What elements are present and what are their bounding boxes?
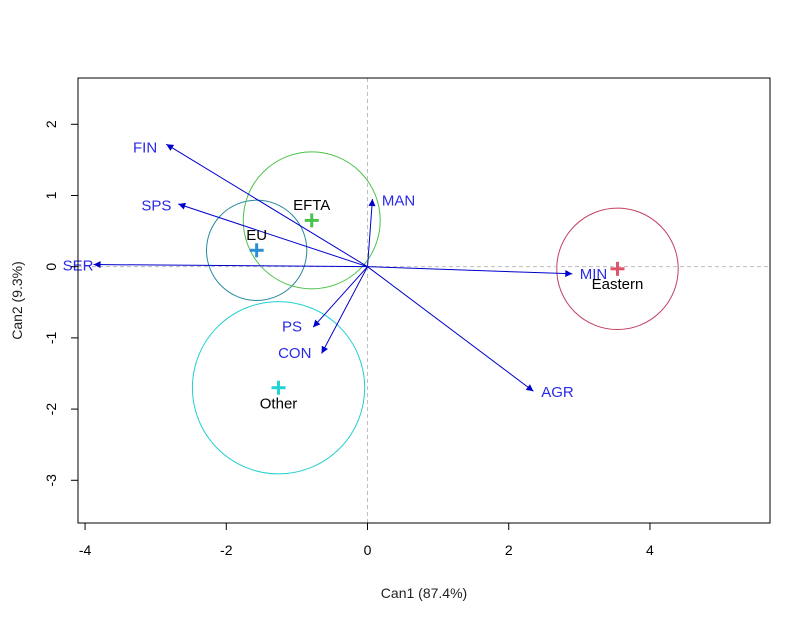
vector-label-con: CON [278, 345, 311, 362]
y-axis: -3 -2 -1 0 1 2 [43, 120, 78, 487]
y-axis-title: Can2 (9.3%) [9, 261, 25, 340]
vector-arrow-min [367, 266, 573, 278]
vector-arrow-con [321, 266, 368, 354]
x-tick-label: 2 [505, 542, 513, 558]
y-tick-label: -3 [43, 474, 59, 487]
x-tick-label: 0 [364, 542, 372, 558]
group-circle-other [191, 301, 366, 475]
reference-lines [78, 78, 770, 523]
x-axis: -4 -2 0 2 4 [79, 523, 654, 558]
y-tick-label: 2 [43, 120, 59, 128]
group-circles [191, 151, 679, 475]
group-circle-eastern [556, 207, 679, 331]
vector-label-fin: FIN [133, 139, 157, 156]
y-tick-label: -1 [43, 331, 59, 344]
vector-label-man: MAN [382, 193, 415, 210]
x-tick-label: 4 [646, 542, 654, 558]
vector-arrow-sps [178, 202, 368, 268]
x-tick-label: -2 [220, 542, 233, 558]
y-tick-label: -2 [43, 403, 59, 416]
vector-arrow-ser [93, 261, 368, 269]
group-circle-efta [242, 151, 381, 290]
group-label-other: Other [260, 396, 298, 413]
y-tick-label: 1 [43, 191, 59, 199]
x-axis-title: Can1 (87.4%) [381, 585, 467, 601]
group-label-eastern: Eastern [592, 276, 644, 293]
y-tick-label: 0 [43, 263, 59, 271]
vector-arrow-fin [166, 143, 368, 268]
vector-label-ps: PS [282, 319, 302, 336]
vector-arrow-man [367, 199, 376, 267]
group-circle-eu [206, 199, 308, 301]
vector-label-sps: SPS [141, 198, 171, 215]
vector-arrow-ps [312, 266, 368, 328]
group-label-efta: EFTA [293, 197, 330, 214]
group-label-eu: EU [246, 227, 267, 244]
plot-frame [77, 77, 771, 524]
vector-arrow-agr [367, 266, 534, 392]
vector-label-min: MIN [580, 266, 608, 283]
group-centroids: EU EFTA Eastern Other [246, 197, 643, 413]
x-tick-label: -4 [79, 542, 92, 558]
vector-label-agr: AGR [541, 384, 574, 401]
